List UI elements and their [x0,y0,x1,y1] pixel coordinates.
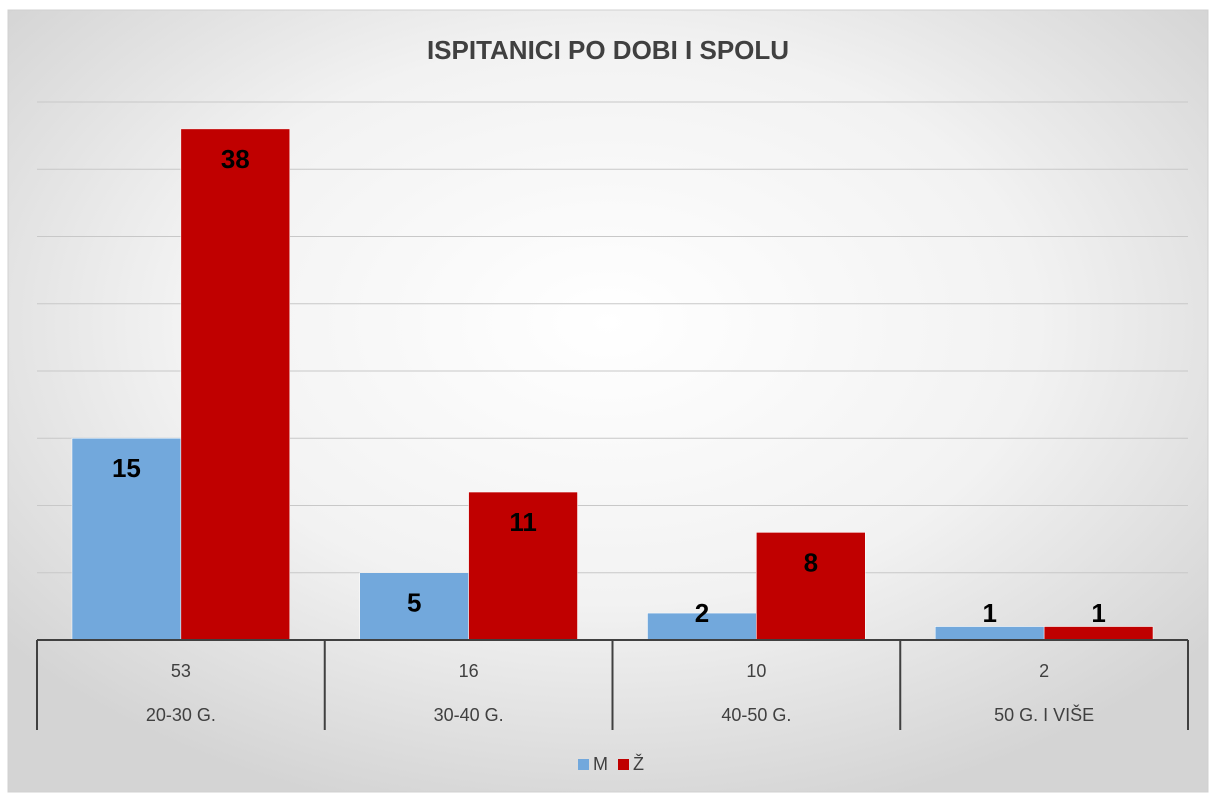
bar [1043,626,1154,641]
data-label: 11 [509,507,537,537]
data-label: 1 [982,598,996,628]
x-tick-label: 30-40 G. [434,705,504,725]
category-total: 2 [1039,661,1049,681]
data-label: 8 [804,547,818,577]
x-tick-label: 50 G. I VIŠE [994,704,1094,725]
legend-label: Ž [633,754,644,774]
bar [468,491,578,641]
x-tick-label: 40-50 G. [721,705,791,725]
bar [180,128,290,641]
bar [71,438,182,641]
chart-title: ISPITANICI PO DOBI I SPOLU [427,35,789,65]
category-total: 10 [746,661,766,681]
legend-swatch [578,759,589,770]
data-label: 38 [221,144,250,174]
data-label: 5 [407,588,421,618]
legend-swatch [618,759,629,770]
data-label: 15 [112,453,141,483]
category-total: 53 [171,661,191,681]
bar [756,532,866,641]
legend-label: M [593,754,608,774]
category-total: 16 [459,661,479,681]
data-label: 2 [695,598,709,628]
data-label: 1 [1091,598,1105,628]
x-tick-label: 20-30 G. [146,705,216,725]
bar [935,626,1045,641]
